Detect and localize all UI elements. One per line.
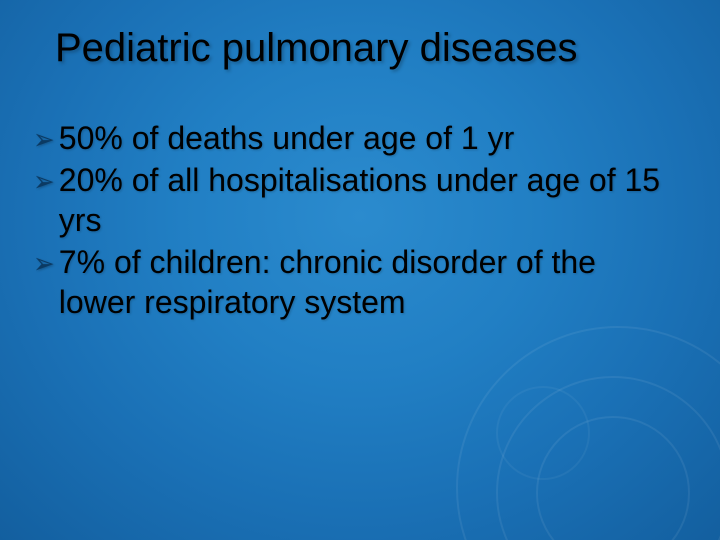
bullet-glyph-icon: ➢ [33, 159, 55, 203]
bullet-text: 7% of children: chronic disorder of the … [59, 242, 680, 322]
decorative-ripple [536, 416, 690, 540]
bullet-glyph-icon: ➢ [33, 117, 55, 161]
decorative-ripple [496, 376, 720, 540]
list-item: ➢ 50% of deaths under age of 1 yr [33, 118, 680, 158]
slide-body: ➢ 50% of deaths under age of 1 yr ➢ 20% … [33, 118, 680, 324]
slide-title: Pediatric pulmonary diseases [55, 26, 680, 70]
bullet-text: 50% of deaths under age of 1 yr [59, 118, 514, 158]
list-item: ➢ 7% of children: chronic disorder of th… [33, 242, 680, 322]
bullet-text: 20% of all hospitalisations under age of… [59, 160, 680, 240]
slide: Pediatric pulmonary diseases ➢ 50% of de… [0, 0, 720, 540]
decorative-ripple [456, 326, 720, 540]
bullet-glyph-icon: ➢ [33, 241, 55, 285]
list-item: ➢ 20% of all hospitalisations under age … [33, 160, 680, 240]
decorative-ripple [496, 386, 590, 480]
